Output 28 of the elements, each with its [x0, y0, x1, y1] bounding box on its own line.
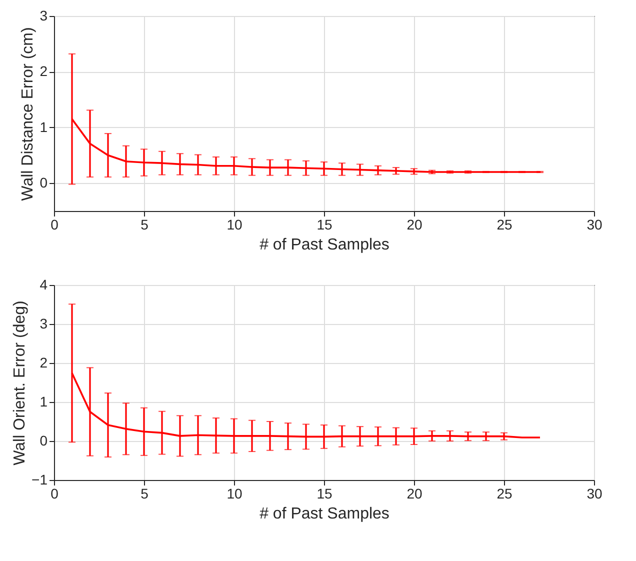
x-tick-label: 30 [586, 486, 602, 502]
y-tick-label: 0 [40, 174, 48, 191]
x-tick-label: 15 [316, 486, 332, 502]
y-tick-label: 1 [40, 118, 48, 135]
x-tick-label: 30 [586, 216, 602, 232]
y-tick-label: 2 [40, 63, 48, 80]
x-tick-label: 10 [226, 216, 242, 232]
y-axis-title: Wall Distance Error (cm) [20, 27, 37, 201]
x-tick-label: 5 [140, 216, 149, 232]
y-tick-label: 3 [40, 8, 48, 24]
y-tick-label: 2 [40, 354, 48, 370]
x-tick-label: 0 [50, 216, 59, 232]
y-tick-label: −1 [32, 472, 48, 488]
y-tick-label: 0 [40, 432, 48, 448]
x-tick-label: 5 [140, 486, 149, 502]
x-tick-label: 10 [226, 486, 242, 502]
x-tick-label: 0 [50, 486, 59, 502]
x-tick-label: 25 [496, 486, 512, 502]
x-tick-label: 15 [316, 216, 332, 232]
x-tick-label: 20 [406, 216, 422, 232]
x-axis-title: # of Past Samples [260, 236, 390, 254]
x-axis-title: # of Past Samples [260, 506, 390, 522]
y-axis-title: Wall Orient. Error (deg) [12, 300, 29, 466]
y-tick-label: 4 [40, 276, 48, 292]
y-tick-label: 1 [40, 394, 48, 410]
x-tick-label: 25 [496, 216, 512, 232]
x-tick-label: 20 [406, 486, 422, 502]
y-tick-label: 3 [40, 316, 48, 332]
